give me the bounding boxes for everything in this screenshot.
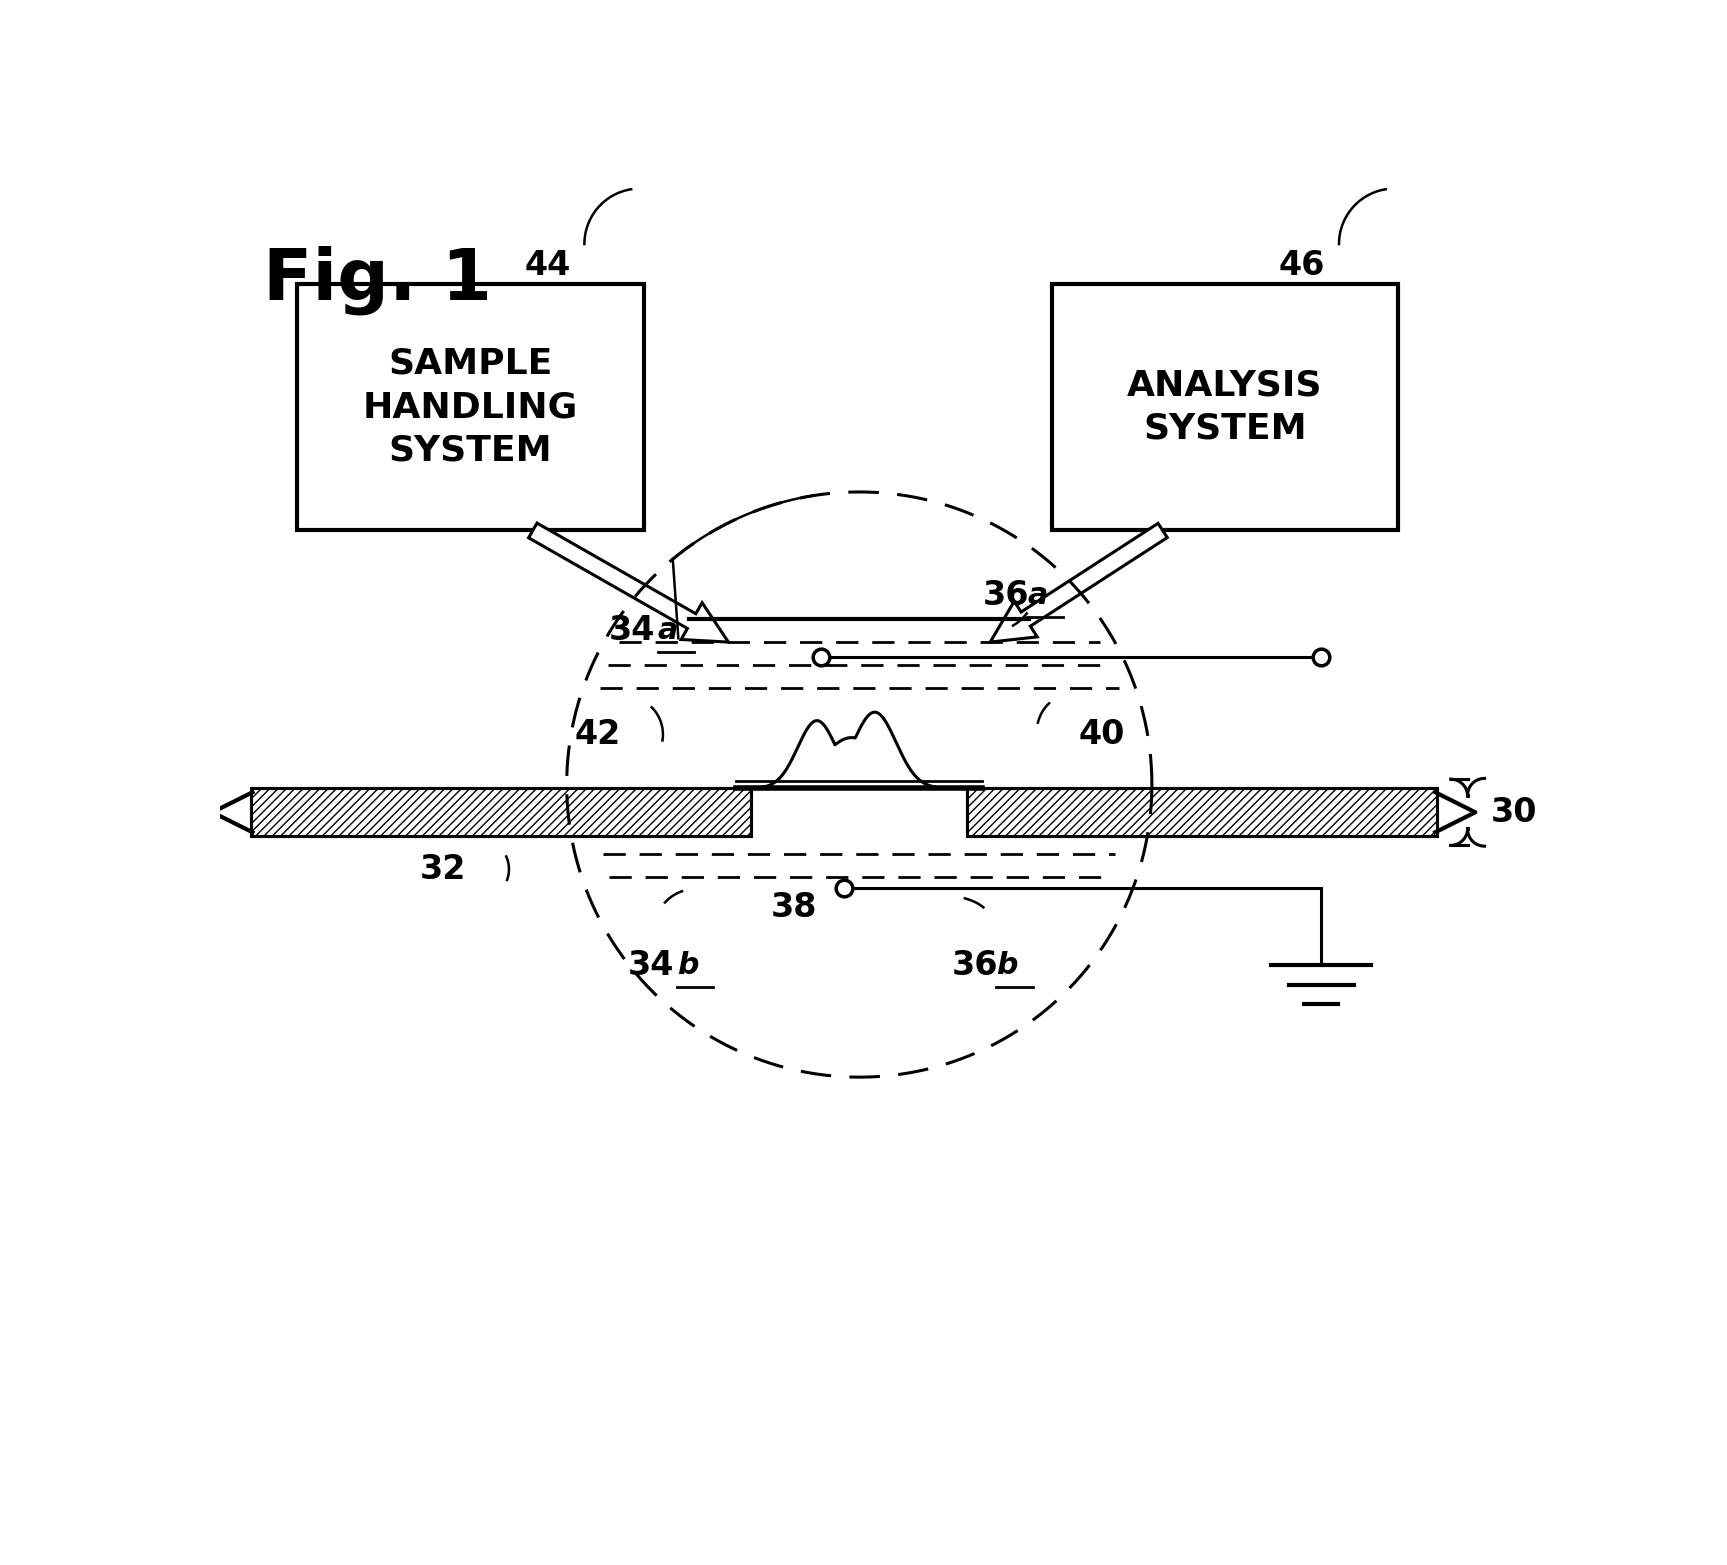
Text: 44: 44 <box>525 249 570 282</box>
Bar <box>250 789 751 836</box>
Bar <box>250 789 751 836</box>
Text: 42: 42 <box>575 718 620 751</box>
Text: a: a <box>658 617 677 645</box>
Bar <box>297 285 644 531</box>
Text: 34: 34 <box>610 613 655 646</box>
Bar <box>967 789 1437 836</box>
Text: 40: 40 <box>1079 718 1124 751</box>
Bar <box>967 789 1437 836</box>
Text: 34: 34 <box>629 948 675 981</box>
Bar <box>1052 285 1399 531</box>
Text: 36: 36 <box>983 579 1029 612</box>
Text: 32: 32 <box>420 853 466 886</box>
Text: b: b <box>677 952 698 980</box>
Text: Fig. 1: Fig. 1 <box>263 246 492 315</box>
Text: 46: 46 <box>1280 249 1325 282</box>
Polygon shape <box>528 523 729 642</box>
Text: SAMPLE
HANDLING
SYSTEM: SAMPLE HANDLING SYSTEM <box>363 347 579 468</box>
Text: a: a <box>1028 582 1047 610</box>
Text: ANALYSIS
SYSTEM: ANALYSIS SYSTEM <box>1128 368 1323 446</box>
Text: 36: 36 <box>952 948 998 981</box>
Text: b: b <box>996 952 1017 980</box>
Polygon shape <box>990 523 1167 642</box>
Text: 30: 30 <box>1490 795 1537 829</box>
Text: 38: 38 <box>770 890 817 925</box>
